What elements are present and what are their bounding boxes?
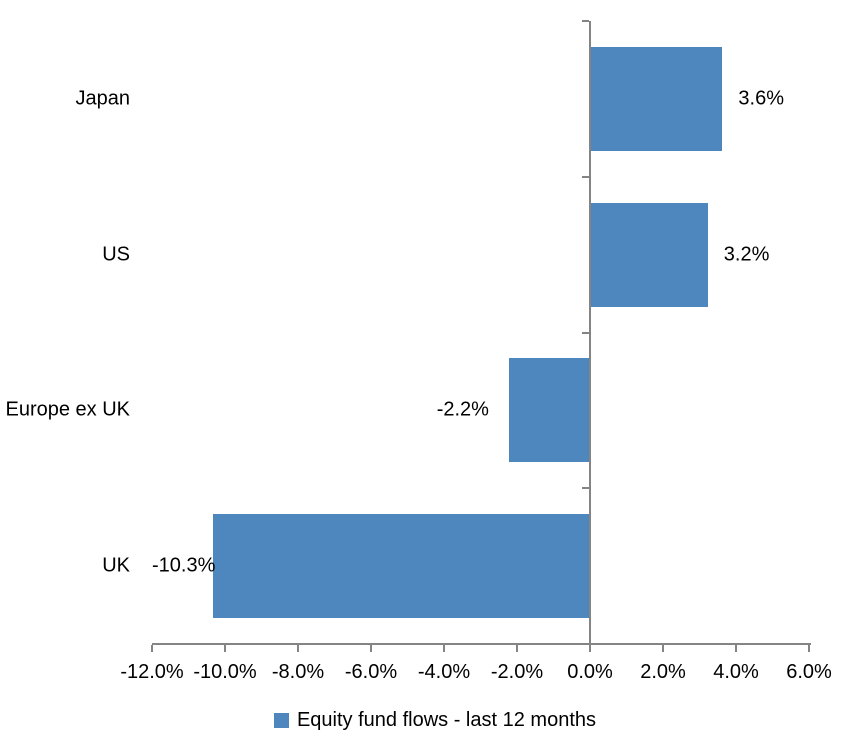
x-axis-tick-label: -8.0% [271,661,325,683]
x-axis-line [152,643,811,645]
data-label-europe-ex-uk: -2.2% [436,398,489,421]
category-label-europe-ex-uk: Europe ex UK [5,398,130,421]
x-axis-tick [808,645,810,652]
category-axis-tick [582,20,589,22]
legend-marker [273,712,289,728]
legend: Equity fund flows - last 12 months [9,708,852,732]
x-axis-tick [589,645,591,652]
category-label-japan: Japan [75,87,131,110]
legend-label: Equity fund flows - last 12 months [296,709,597,731]
bar-japan [591,46,723,151]
category-axis-tick [582,175,589,178]
x-axis-tick [370,645,372,652]
category-axis-tick [582,331,589,334]
x-axis-tick [443,645,445,652]
bar-us [591,202,708,307]
x-axis-tick [735,645,737,652]
zero-baseline [589,21,591,652]
x-axis-tick-label: 6.0% [786,661,832,683]
x-axis-tick [662,645,664,652]
data-label-uk: -10.3% [152,554,216,577]
bar-europe-ex-uk [508,358,589,463]
x-axis-tick-label: 4.0% [713,661,759,683]
x-axis-tick-label: -6.0% [344,661,398,683]
x-axis-tick [516,645,518,652]
bar-uk [213,514,589,619]
x-axis-tick [151,645,153,652]
category-label-us: US [102,243,130,266]
x-axis-tick [297,645,299,652]
category-label-uk: UK [102,554,130,577]
x-axis-tick-label: 2.0% [640,661,686,683]
category-axis-tick [582,487,589,490]
x-axis-tick-label: 0.0% [567,661,613,683]
x-axis-tick-label: -2.0% [490,661,544,683]
data-label-japan: 3.6% [738,87,784,110]
x-axis-tick-label: -10.0% [193,661,257,683]
data-label-us: 3.2% [723,243,770,266]
x-axis-tick-label: -12.0% [120,661,184,683]
x-axis-tick-label: -4.0% [417,661,471,683]
x-axis-tick [224,645,226,652]
